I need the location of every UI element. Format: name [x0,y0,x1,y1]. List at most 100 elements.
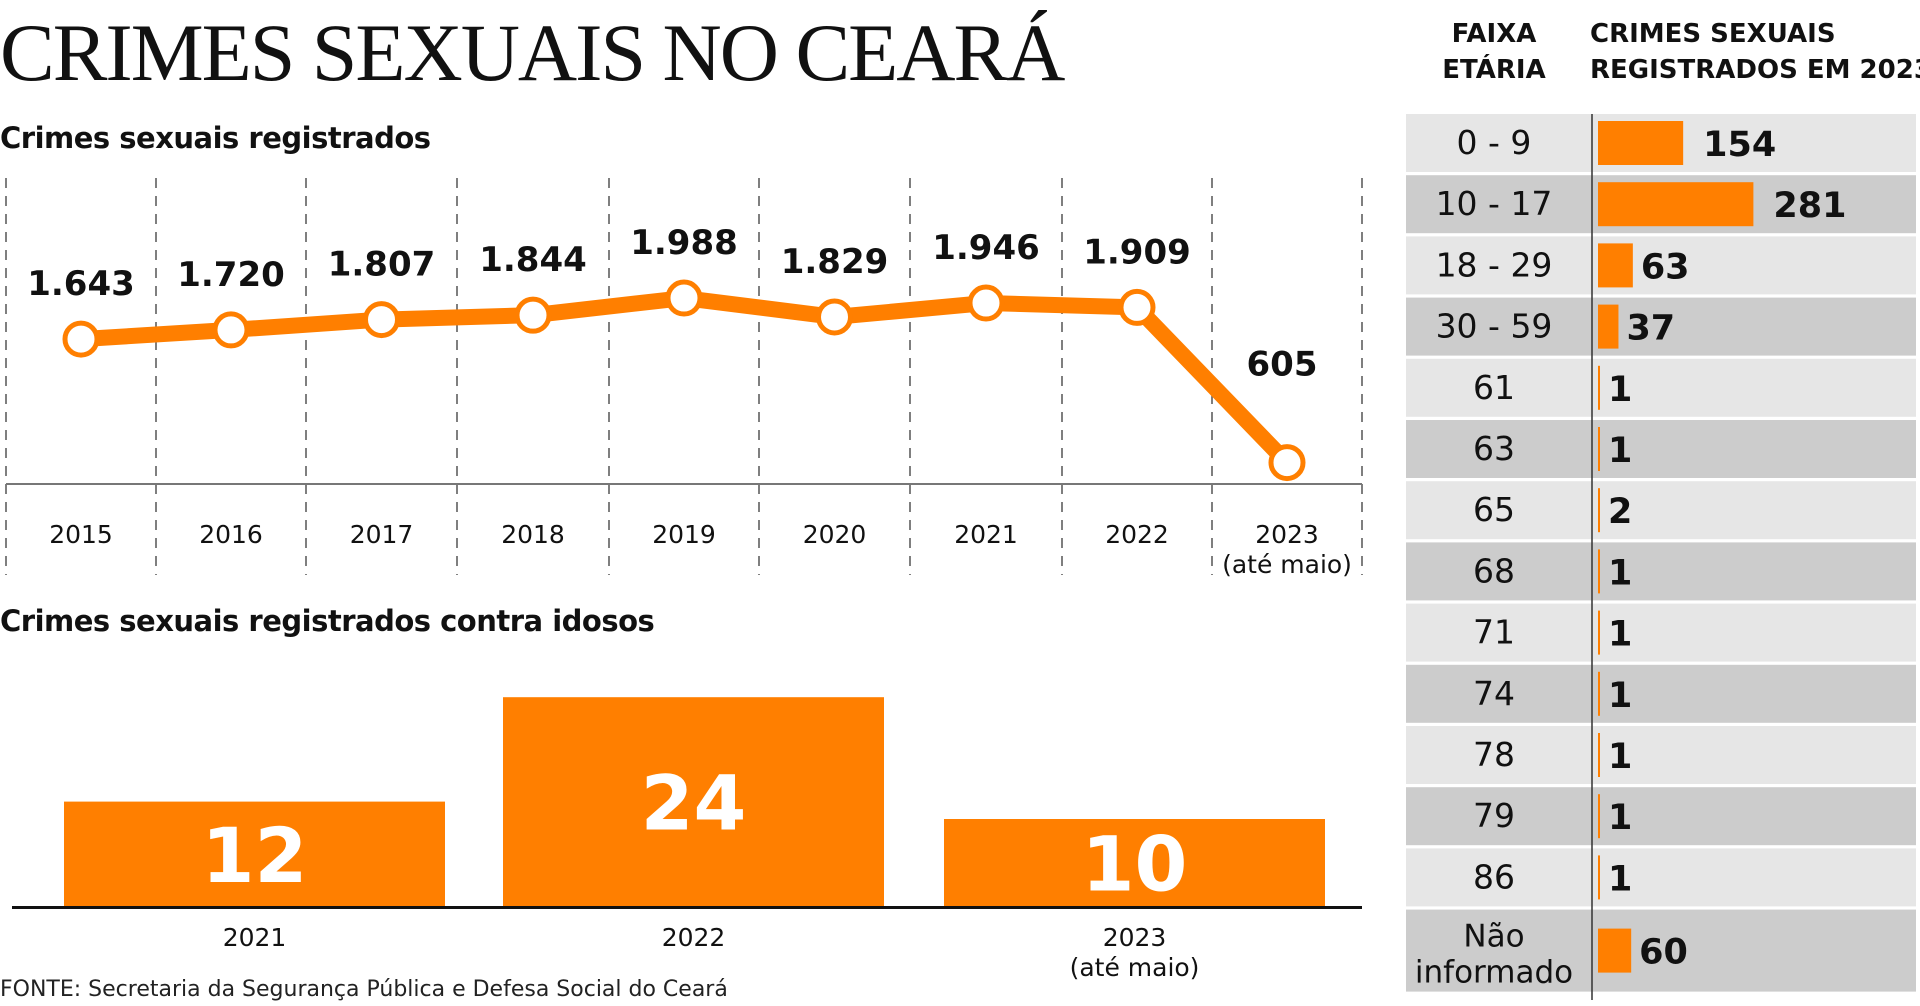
age-label: informado [1415,955,1573,991]
x-tick-label: 2023 [1255,520,1319,549]
age-label: 63 [1473,429,1515,468]
table-row [1406,787,1916,846]
bar [1598,610,1600,655]
age-label: 79 [1473,796,1515,835]
data-point [665,279,703,317]
table-row [1406,848,1916,907]
bar-value-label: 60 [1639,933,1688,973]
table-row [1406,664,1916,723]
bar-value-label: 10 [1082,820,1188,909]
bar-chart-title: Crimes sexuais registrados contra idosos [0,604,655,638]
bar-value-label: 1 [1608,798,1632,838]
bar-value-label: 24 [641,759,747,848]
bar-value-label: 1 [1608,370,1632,410]
x-tick-label: 2018 [501,520,565,549]
data-label: 1.988 [630,223,738,263]
bar-value-label: 1 [1608,615,1632,655]
data-label: 1.643 [27,264,135,304]
data-point [62,320,100,358]
age-label: 10 - 17 [1436,184,1553,223]
x-tick-label: 2015 [49,520,113,549]
bar-value-label: 1 [1608,553,1632,593]
bar-value-label: 1 [1608,676,1632,716]
header-line: ETÁRIA [1442,55,1546,85]
data-point [363,301,400,339]
data-point [1118,288,1156,326]
bar [1598,733,1600,777]
bar [503,697,884,906]
bar-value-label: 1 [1608,737,1632,777]
x-tick-label: 2021 [954,520,1018,549]
data-point [967,284,1005,322]
age-label: 0 - 9 [1457,123,1532,162]
x-tick-label: 2023 [1103,923,1167,952]
bar [1598,427,1600,471]
bar [1598,243,1633,288]
age-label: 61 [1473,368,1515,407]
data-label: 1.829 [781,242,889,282]
bar-value-label: 12 [202,811,308,900]
x-tick-note: (até maio) [1222,550,1352,579]
age-label: 65 [1473,490,1515,529]
bar [1598,671,1600,716]
data-point [212,311,250,349]
age-label: 18 - 29 [1436,245,1553,284]
data-label: 1.909 [1083,232,1191,272]
bar [1598,794,1600,839]
bar [1598,304,1619,349]
x-tick-label: 2016 [199,520,263,549]
data-point [1268,444,1306,482]
bar-value-label: 1 [1608,431,1632,471]
bar [1598,121,1684,165]
bar-value-label: 2 [1608,492,1632,532]
data-label: 605 [1247,345,1318,385]
x-tick-label: 2021 [223,923,287,952]
bar [944,819,1325,906]
x-tick-label: 2019 [652,520,716,549]
source-note: FONTE: Secretaria da Segurança Pública e… [0,977,728,1002]
age-label: 78 [1473,735,1515,774]
data-label: 1.844 [479,240,587,280]
x-tick-label: 2022 [662,923,726,952]
bar-value-label: 281 [1773,186,1846,226]
table-row [1406,236,1916,295]
bar [64,801,445,906]
age-label: Não [1463,919,1524,955]
bar [1598,488,1600,533]
bar-value-label: 154 [1703,125,1776,165]
header-line: CRIMES SEXUAIS [1590,19,1836,49]
age-label: 30 - 59 [1436,307,1553,346]
x-tick-label: 2017 [350,520,414,549]
age-label: 68 [1473,551,1515,590]
page-title: CRIMES SEXUAIS NO CEARÁ [0,7,1065,98]
age-label: 71 [1473,613,1515,652]
header-line: REGISTRADOS EM 2023 [1590,55,1920,85]
data-point [816,298,853,336]
age-label: 86 [1473,857,1515,896]
table-row [1406,603,1916,662]
bar-chart: 12 2021 24 2022 10 2023(até maio) [12,697,1362,982]
x-tick-label: 2020 [803,520,867,549]
table-row [1406,481,1916,540]
age-label: 74 [1473,674,1515,713]
bar [1598,855,1600,900]
bar-value-label: 37 [1626,309,1675,349]
table-row [1406,358,1916,417]
bar [1598,365,1600,410]
table-row [1406,726,1916,784]
table-row [1406,542,1916,601]
table-row [1406,297,1916,356]
table-row [1406,909,1916,992]
table-header-age: FAIXA ETÁRIA [1404,16,1584,88]
data-label: 1.807 [328,245,436,285]
bar [1598,549,1600,594]
table-row [1406,420,1916,478]
bar [1598,182,1754,227]
x-tick-label: 2022 [1105,520,1169,549]
data-point [514,296,552,334]
data-label: 1.720 [177,255,285,295]
bar-value-label: 1 [1608,859,1632,899]
table-header-count: CRIMES SEXUAIS REGISTRADOS EM 2023 [1590,16,1920,88]
bar [1598,928,1632,973]
